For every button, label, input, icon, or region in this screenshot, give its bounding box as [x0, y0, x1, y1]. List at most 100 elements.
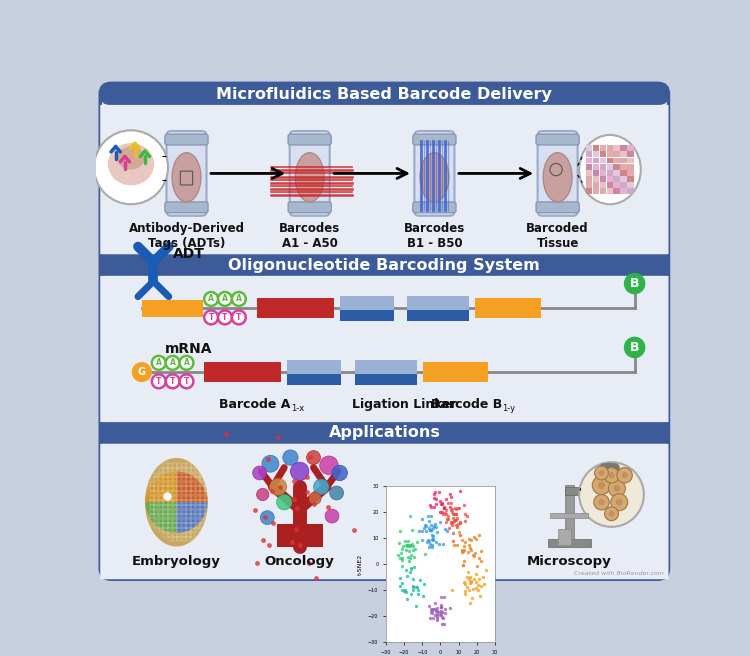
Point: [424, 525, 436, 535]
Bar: [164, 528, 167, 532]
Point: [463, 574, 475, 584]
Circle shape: [262, 455, 279, 472]
Point: [450, 504, 462, 514]
Point: [470, 569, 482, 579]
Bar: [196, 501, 200, 504]
Point: [458, 509, 470, 520]
Bar: [172, 519, 177, 523]
Bar: [172, 533, 177, 537]
Bar: [168, 496, 172, 500]
Bar: [168, 514, 172, 518]
Circle shape: [330, 486, 344, 500]
Circle shape: [290, 462, 309, 481]
Point: [413, 525, 425, 536]
Bar: [154, 501, 158, 504]
Bar: [177, 496, 182, 500]
Circle shape: [179, 356, 194, 370]
Text: Microscopy: Microscopy: [526, 556, 611, 569]
Bar: [159, 468, 163, 472]
Bar: [172, 477, 177, 482]
Point: [463, 534, 475, 544]
Point: [430, 605, 442, 616]
Bar: [154, 491, 158, 495]
Bar: [191, 533, 195, 537]
Bar: [177, 528, 182, 532]
Circle shape: [608, 480, 625, 497]
Text: Oligonucleotide Barcoding System: Oligonucleotide Barcoding System: [229, 258, 540, 272]
Bar: [586, 164, 592, 170]
Point: [406, 582, 418, 592]
Point: [405, 563, 417, 573]
Point: [472, 573, 484, 584]
Point: [438, 592, 450, 602]
Point: [438, 619, 450, 629]
Text: A: A: [209, 295, 214, 304]
Text: T: T: [184, 377, 189, 386]
Wedge shape: [146, 472, 176, 502]
Wedge shape: [146, 502, 176, 533]
Bar: [200, 519, 205, 523]
Text: 1-x: 1-x: [291, 404, 304, 413]
Bar: [168, 491, 172, 495]
Point: [464, 578, 476, 588]
Bar: [182, 514, 186, 518]
Point: [472, 579, 484, 590]
Bar: [182, 487, 186, 491]
Point: [470, 577, 482, 588]
Point: [396, 544, 408, 554]
Text: G: G: [138, 367, 146, 377]
Bar: [177, 533, 182, 537]
Point: [439, 604, 451, 614]
Point: [442, 498, 454, 508]
Circle shape: [232, 292, 246, 306]
Bar: [172, 496, 177, 500]
Point: [412, 588, 424, 599]
Point: [396, 553, 408, 564]
Bar: [256, 298, 334, 318]
Circle shape: [283, 450, 298, 465]
Point: [403, 540, 415, 550]
Wedge shape: [176, 502, 207, 533]
Bar: [177, 468, 182, 472]
Bar: [205, 505, 209, 509]
Point: [460, 588, 472, 599]
Bar: [177, 472, 182, 477]
Bar: [196, 472, 200, 477]
Bar: [182, 463, 186, 468]
Bar: [164, 523, 167, 527]
Bar: [182, 468, 186, 472]
Point: [441, 514, 453, 524]
Bar: [599, 182, 606, 188]
Point: [419, 520, 431, 531]
Bar: [196, 482, 200, 486]
Bar: [187, 523, 190, 527]
Point: [458, 544, 470, 555]
Bar: [187, 477, 190, 482]
Point: [460, 572, 472, 583]
Bar: [168, 523, 172, 527]
Point: [427, 531, 439, 541]
Bar: [182, 528, 186, 532]
Bar: [177, 482, 182, 486]
Point: [424, 539, 436, 549]
Bar: [164, 510, 167, 514]
Bar: [182, 477, 186, 482]
Ellipse shape: [118, 146, 145, 170]
Point: [405, 564, 417, 575]
Ellipse shape: [543, 153, 572, 202]
Circle shape: [260, 510, 274, 525]
Point: [431, 615, 443, 625]
Bar: [182, 501, 186, 504]
Bar: [159, 505, 163, 509]
Point: [437, 613, 449, 623]
FancyBboxPatch shape: [165, 134, 208, 145]
Bar: [168, 528, 172, 532]
Point: [452, 502, 464, 513]
Point: [401, 539, 413, 550]
Bar: [627, 170, 634, 176]
Point: [431, 605, 443, 616]
Point: [411, 537, 423, 548]
FancyBboxPatch shape: [536, 134, 579, 145]
Point: [395, 548, 407, 558]
Text: Barcodes
B1 - B50: Barcodes B1 - B50: [404, 222, 465, 250]
